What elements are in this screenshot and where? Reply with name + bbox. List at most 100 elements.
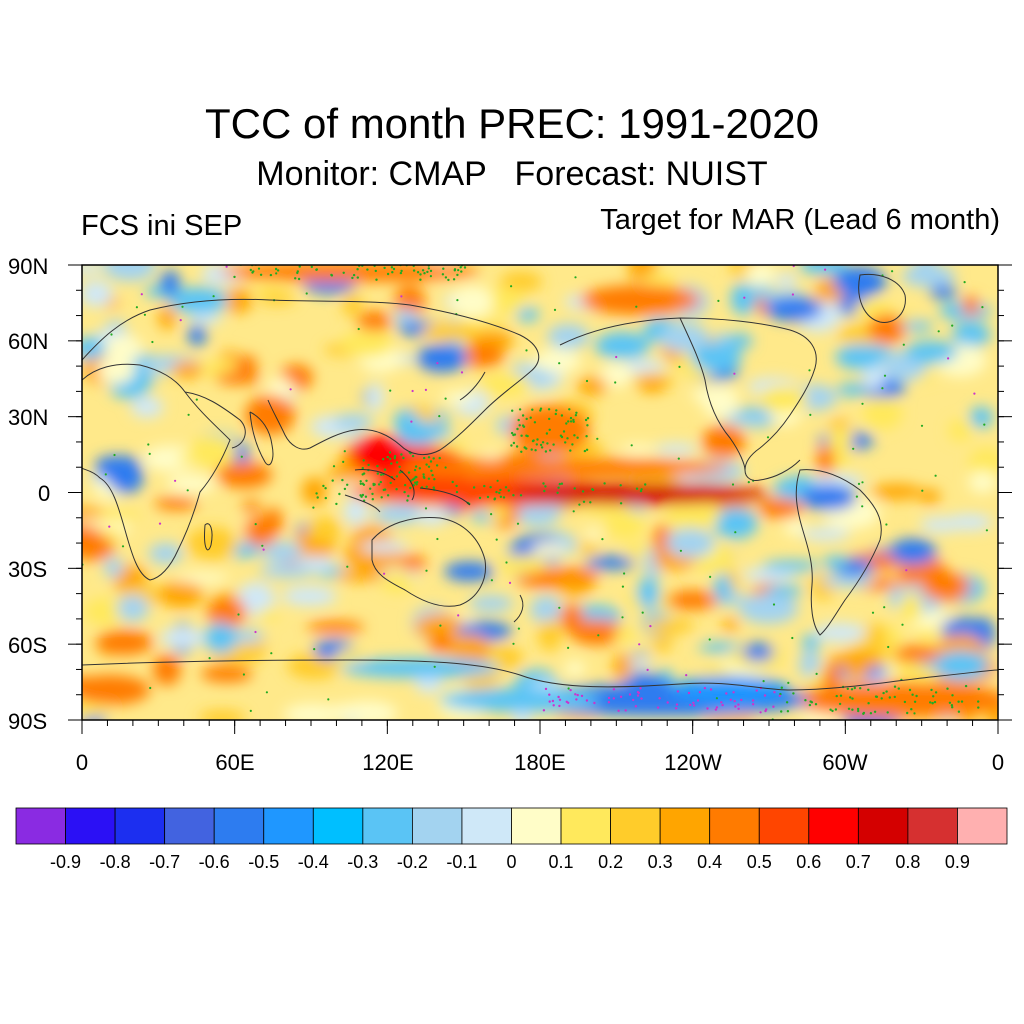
stipple-dot xyxy=(619,695,623,698)
stipple-dot xyxy=(540,446,544,449)
field-patch xyxy=(96,629,154,655)
field-patch xyxy=(494,555,549,574)
stipple-dot xyxy=(809,413,812,416)
stipple-dot xyxy=(525,417,528,421)
stipple-dot xyxy=(597,634,600,637)
stipple-dot xyxy=(432,457,435,460)
field-patch xyxy=(899,591,922,623)
stipple-dot xyxy=(312,506,315,509)
stipple-dot xyxy=(567,687,570,690)
stipple-dot xyxy=(933,700,937,704)
field-patch xyxy=(152,654,181,686)
field-patch xyxy=(722,618,739,632)
chart-subtitle: Monitor: CMAP Forecast: NUIST xyxy=(256,155,768,193)
field-patch xyxy=(216,461,273,489)
stipple-dot xyxy=(427,477,431,480)
field-patch xyxy=(343,497,369,526)
stipple-dot xyxy=(436,537,439,541)
stipple-dot xyxy=(525,349,528,352)
stipple-dot xyxy=(377,483,381,486)
field-patch xyxy=(307,516,342,544)
stipple-dot xyxy=(920,424,924,427)
stipple-dot xyxy=(873,710,877,713)
stipple-dot xyxy=(274,267,278,271)
field-patch xyxy=(985,706,998,720)
field-patch xyxy=(579,537,599,557)
stipple-dot xyxy=(646,668,649,672)
stipple-dot xyxy=(407,494,410,498)
stipple-dot xyxy=(410,420,413,423)
stipple-dot xyxy=(575,411,578,414)
stipple-dot xyxy=(518,408,522,411)
stipple-dot xyxy=(510,444,513,447)
field-patch xyxy=(698,642,744,653)
stipple-dot xyxy=(734,705,737,708)
stipple-dot xyxy=(566,437,569,440)
stipple-dot xyxy=(380,473,383,476)
field-patch xyxy=(102,335,144,362)
stipple-dot xyxy=(262,548,265,551)
stipple-dot xyxy=(855,495,859,498)
stipple-dot xyxy=(747,481,750,484)
stipple-dot xyxy=(411,454,415,458)
field-patch xyxy=(619,444,657,455)
stipple-dot xyxy=(416,481,419,484)
stipple-dot xyxy=(402,456,405,460)
stipple-dot xyxy=(444,397,447,400)
stipple-dot xyxy=(734,531,737,534)
stipple-dot xyxy=(853,686,856,690)
stipple-dot xyxy=(393,457,396,460)
stipple-dot xyxy=(298,265,301,268)
stipple-dot xyxy=(582,500,586,503)
stipple-dot xyxy=(893,685,897,688)
field-patch xyxy=(863,396,903,430)
stipple-dot xyxy=(574,693,577,696)
stipple-dot xyxy=(490,513,493,516)
stipple-dot xyxy=(545,432,549,435)
stipple-dot xyxy=(429,269,433,273)
stipple-dot xyxy=(400,269,403,273)
stipple-dot xyxy=(386,455,389,459)
stipple-dot xyxy=(386,494,390,497)
stipple-dot xyxy=(147,443,150,446)
stipple-dot xyxy=(857,482,861,485)
stipple-dot xyxy=(364,495,368,498)
lon-label-120e: 120E xyxy=(362,750,414,775)
stipple-dot xyxy=(850,688,854,691)
stipple-dot xyxy=(567,646,570,650)
stipple-dot xyxy=(257,267,261,270)
field-patch xyxy=(82,535,115,561)
stipple-dot xyxy=(316,496,319,499)
coastline-australia xyxy=(371,516,487,607)
stipple-dot xyxy=(791,293,795,296)
field-patch xyxy=(236,582,276,617)
field-patch xyxy=(623,359,665,376)
field-patch xyxy=(720,414,775,425)
colorbar-tick-label: 0.3 xyxy=(647,852,673,872)
stipple-dot xyxy=(558,362,561,365)
stipple-dot xyxy=(433,478,436,481)
field-patch xyxy=(547,323,590,350)
field-patch xyxy=(416,344,468,373)
colorbar xyxy=(15,807,1008,845)
stipple-dot xyxy=(439,624,442,627)
field-patch xyxy=(97,356,136,385)
stipple-dot xyxy=(374,269,377,273)
stipple-dot xyxy=(977,700,980,703)
field-patch xyxy=(713,573,732,603)
stipple-dot xyxy=(504,486,508,489)
field-patch xyxy=(215,371,261,385)
stipple-dot xyxy=(554,412,557,416)
stipple-dot xyxy=(441,273,445,276)
field-patch xyxy=(837,383,867,397)
field-patch xyxy=(820,575,874,588)
stipple-dot xyxy=(908,688,912,692)
stipple-dot xyxy=(341,478,344,482)
stipple-dot xyxy=(212,295,215,298)
field-patch xyxy=(394,285,426,317)
stipple-dot xyxy=(225,265,228,268)
stipple-dot xyxy=(373,483,376,486)
colorbar-tick-label: 0.8 xyxy=(895,852,921,872)
field-patch xyxy=(336,569,386,582)
initialization-label: FCS ini SEP xyxy=(81,210,243,242)
